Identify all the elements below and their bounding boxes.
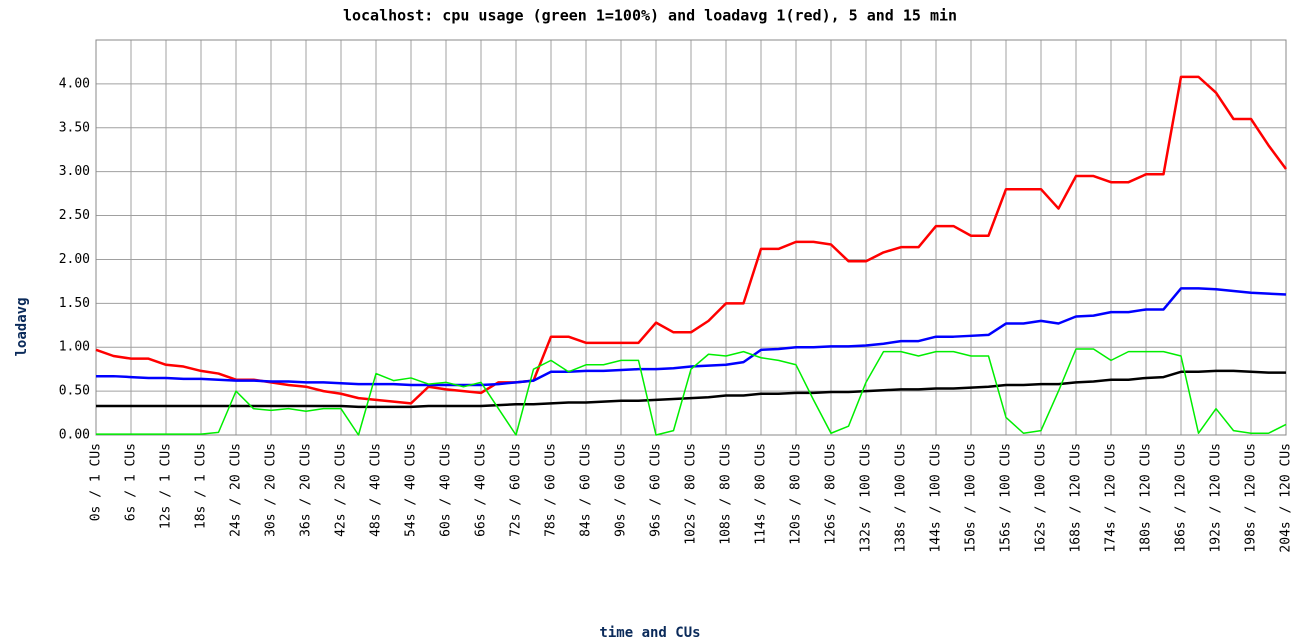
x-tick-label: 78s / 60 CUs: [544, 443, 559, 537]
x-tick-label: 144s / 100 CUs: [929, 443, 944, 553]
x-tick-label: 138s / 100 CUs: [894, 443, 909, 553]
chart-title: localhost: cpu usage (green 1=100%) and …: [343, 7, 957, 25]
y-axis-label: loadavg: [14, 297, 30, 356]
x-tick-label: 6s / 1 CUs: [124, 443, 139, 521]
x-tick-label: 180s / 120 CUs: [1139, 443, 1154, 553]
data-line: [96, 287, 1287, 387]
x-tick-label: 192s / 120 CUs: [1209, 443, 1224, 553]
y-tick-label: 2.00: [59, 252, 90, 267]
x-tick-label: 114s / 80 CUs: [754, 443, 769, 545]
x-tick-label: 60s / 40 CUs: [439, 443, 454, 537]
data-line: [95, 75, 1288, 405]
x-tick-label: 0s / 1 CUs: [89, 443, 104, 521]
x-tick-label: 36s / 20 CUs: [299, 443, 314, 537]
x-tick-label: 162s / 100 CUs: [1034, 443, 1049, 553]
x-tick-label: 132s / 100 CUs: [859, 443, 874, 553]
y-tick-label: 1.50: [59, 296, 90, 311]
x-tick-label: 90s / 60 CUs: [614, 443, 629, 537]
x-tick-label: 156s / 100 CUs: [999, 443, 1014, 553]
y-tick-label: 0.50: [59, 384, 90, 399]
x-tick-label: 18s / 1 CUs: [194, 443, 209, 529]
x-tick-label: 84s / 60 CUs: [579, 443, 594, 537]
y-tick-label: 3.00: [59, 164, 90, 179]
x-tick-label: 96s / 60 CUs: [649, 443, 664, 537]
x-tick-label: 54s / 40 CUs: [404, 443, 419, 537]
x-tick-label: 198s / 120 CUs: [1244, 443, 1259, 553]
x-tick-label: 168s / 120 CUs: [1069, 443, 1084, 553]
x-tick-label: 120s / 80 CUs: [789, 443, 804, 545]
x-tick-label: 186s / 120 CUs: [1174, 443, 1189, 553]
y-tick-label: 2.50: [59, 208, 90, 223]
data-line: [96, 348, 1287, 436]
x-tick-label: 42s / 20 CUs: [334, 443, 349, 537]
x-tick-label: 72s / 60 CUs: [509, 443, 524, 537]
data-line: [96, 369, 1286, 409]
y-tick-label: 0.00: [59, 428, 90, 443]
y-tick-label: 1.00: [59, 340, 90, 355]
x-tick-label: 66s / 40 CUs: [474, 443, 489, 537]
y-tick-label: 3.50: [59, 120, 90, 135]
y-tick-label: 4.00: [59, 76, 90, 91]
x-tick-label: 102s / 80 CUs: [684, 443, 699, 545]
plot-frame: [95, 39, 1287, 436]
x-tick-label: 126s / 80 CUs: [824, 443, 839, 545]
x-tick-label: 150s / 100 CUs: [964, 443, 979, 553]
x-tick-label: 108s / 80 CUs: [719, 443, 734, 545]
x-tick-label: 204s / 120 CUs: [1279, 443, 1294, 553]
x-tick-label: 12s / 1 CUs: [159, 443, 174, 529]
x-tick-label: 48s / 40 CUs: [369, 443, 384, 537]
x-tick-label: 174s / 120 CUs: [1104, 443, 1119, 553]
x-tick-label: 24s / 20 CUs: [229, 443, 244, 537]
x-tick-label: 30s / 20 CUs: [264, 443, 279, 537]
x-axis-label: time and CUs: [599, 625, 700, 641]
